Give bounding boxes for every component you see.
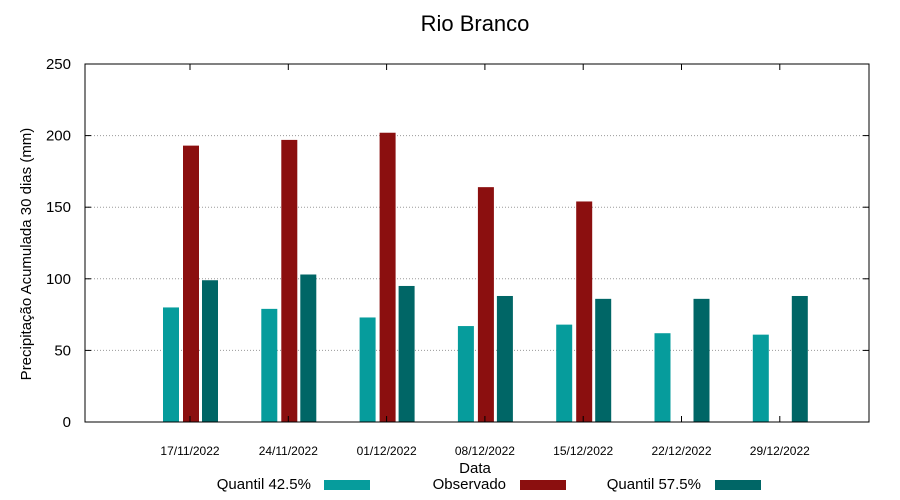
bar: [791, 295, 808, 422]
y-tick-label: 150: [46, 199, 71, 216]
legend-label: Observado: [433, 476, 506, 493]
x-tick-label: 08/12/2022: [455, 444, 515, 458]
x-tick-label: 15/12/2022: [553, 444, 613, 458]
bar: [163, 307, 179, 422]
x-tick-label: 17/11/2022: [160, 444, 219, 458]
bar: [752, 334, 769, 422]
legend-label: Quantil 57.5%: [607, 476, 701, 493]
y-tick-label: 50: [54, 342, 71, 359]
plot-frame: [84, 63, 870, 423]
y-tick-label: 100: [46, 271, 71, 288]
x-tick-label: 22/12/2022: [651, 444, 711, 458]
y-tick-label: 0: [63, 414, 71, 431]
legend-swatch: [520, 480, 566, 490]
bar: [359, 317, 376, 422]
legend-swatch: [324, 480, 370, 490]
bar: [556, 324, 573, 422]
bars: [163, 132, 808, 422]
bar: [300, 274, 317, 422]
x-tick-label: 29/12/2022: [750, 444, 810, 458]
y-axis-label: Precipitação Acumulada 30 dias (mm): [18, 128, 35, 381]
bar: [202, 280, 218, 422]
bar: [654, 333, 671, 422]
bar: [693, 298, 710, 422]
legend: Quantil 42.5% Observado Quantil 57.5%: [217, 476, 761, 493]
chart-title: Rio Branco: [421, 11, 530, 36]
bar: [496, 295, 513, 422]
bar: [477, 187, 494, 422]
bar: [398, 285, 415, 422]
y-axis: 0 50 100 150 200 250: [46, 56, 869, 431]
bar: [595, 298, 612, 422]
x-tick-label: 01/12/2022: [357, 444, 417, 458]
legend-swatch: [715, 480, 761, 490]
y-tick-label: 200: [46, 128, 71, 145]
bar: [261, 308, 278, 422]
bar: [457, 326, 474, 422]
x-tick-label: 24/11/2022: [259, 444, 318, 458]
bar: [281, 139, 298, 422]
legend-label: Quantil 42.5%: [217, 476, 311, 493]
bar: [379, 132, 396, 422]
x-axis: 17/11/2022 24/11/2022 01/12/2022 08/12/2022…: [160, 64, 810, 458]
y-tick-label: 250: [46, 56, 71, 73]
bar: [183, 145, 199, 422]
bar: [576, 201, 593, 422]
x-axis-label: Data: [459, 460, 491, 477]
